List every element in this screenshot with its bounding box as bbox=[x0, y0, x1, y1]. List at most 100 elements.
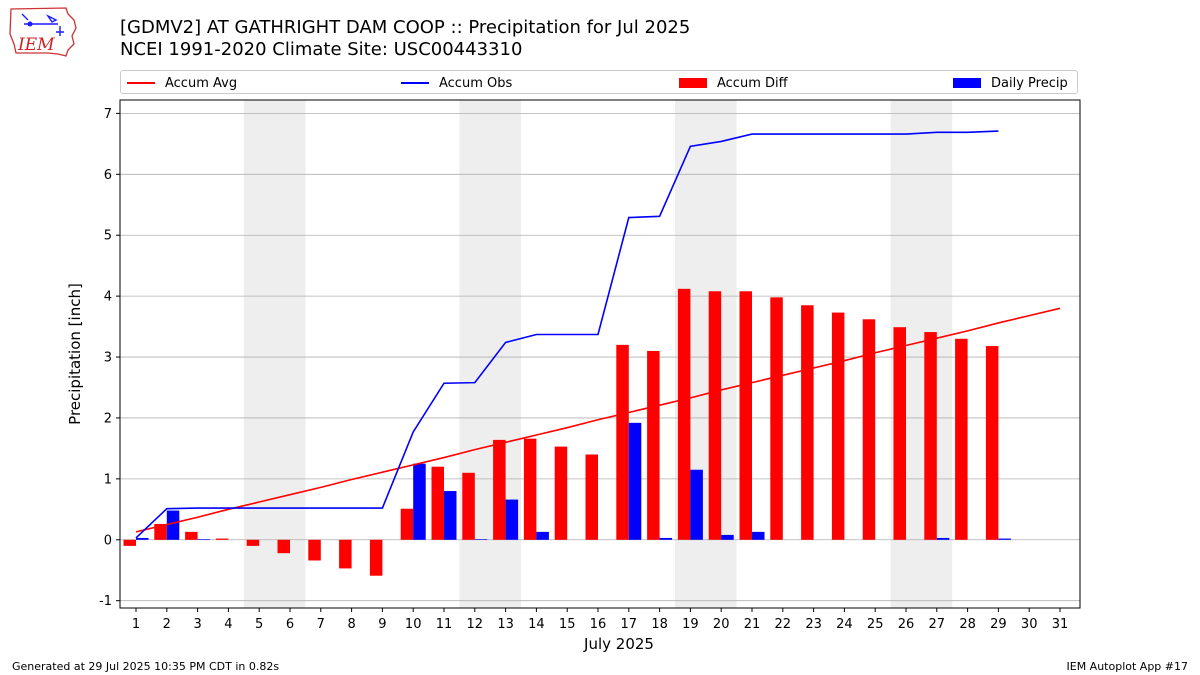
daily-bar bbox=[998, 538, 1011, 540]
y-tick-label: 1 bbox=[104, 472, 112, 487]
x-tick-label: 23 bbox=[805, 617, 822, 632]
x-tick-label: 13 bbox=[497, 617, 514, 632]
daily-bar bbox=[536, 531, 549, 540]
x-tick-label: 20 bbox=[713, 617, 730, 632]
daily-bar bbox=[444, 491, 457, 540]
iem-logo: IEM bbox=[8, 6, 80, 58]
diff-bar bbox=[462, 472, 475, 540]
legend-label: Accum Diff bbox=[717, 75, 788, 91]
diff-bar bbox=[123, 539, 136, 546]
x-tick-label: 28 bbox=[959, 617, 976, 632]
diff-bar bbox=[801, 305, 814, 540]
x-tick-label: 25 bbox=[867, 617, 884, 632]
diff-bar bbox=[523, 438, 537, 540]
x-tick-label: 4 bbox=[224, 617, 232, 632]
diff-bar bbox=[400, 508, 414, 540]
diff-bar bbox=[831, 312, 845, 540]
x-tick-label: 6 bbox=[286, 617, 294, 632]
legend-item-accum-avg: Accum Avg bbox=[127, 74, 237, 92]
y-tick-label: 3 bbox=[104, 351, 112, 366]
legend-item-accum-obs: Accum Obs bbox=[401, 74, 512, 92]
x-tick-label: 30 bbox=[1021, 617, 1038, 632]
x-tick-label: 2 bbox=[163, 617, 171, 632]
legend-item-accum-diff: Accum Diff bbox=[679, 74, 788, 92]
diff-bar bbox=[369, 539, 383, 576]
chart-title: [GDMV2] AT GATHRIGHT DAM COOP :: Precipi… bbox=[120, 17, 691, 38]
diff-bar bbox=[985, 346, 999, 540]
x-tick-label: 27 bbox=[929, 617, 946, 632]
daily-bar bbox=[505, 499, 519, 540]
diff-bar bbox=[154, 523, 167, 540]
y-axis-label: Precipitation [inch] bbox=[66, 283, 84, 425]
x-tick-label: 31 bbox=[1052, 617, 1069, 632]
x-tick-label: 24 bbox=[836, 617, 853, 632]
x-tick-label: 21 bbox=[744, 617, 761, 632]
diff-bar bbox=[708, 291, 722, 540]
y-tick-label: -1 bbox=[99, 594, 112, 609]
diff-bar bbox=[554, 446, 568, 540]
x-tick-label: 14 bbox=[528, 617, 545, 632]
y-tick-label: 0 bbox=[104, 533, 112, 548]
diff-bar bbox=[585, 454, 598, 540]
diff-bar bbox=[493, 439, 506, 540]
x-tick-label: 3 bbox=[193, 617, 201, 632]
y-tick-label: 2 bbox=[104, 411, 112, 426]
legend-label: Daily Precip bbox=[991, 75, 1068, 91]
y-tick-label: 6 bbox=[104, 168, 112, 183]
chart-legend: Accum Avg Accum Obs Accum Diff Daily Pre… bbox=[120, 70, 1078, 94]
legend-swatch bbox=[679, 78, 707, 88]
daily-bar bbox=[166, 510, 180, 540]
legend-swatch bbox=[401, 82, 429, 84]
diff-bar bbox=[616, 344, 629, 540]
logo-text: IEM bbox=[17, 35, 55, 55]
daily-bar bbox=[752, 531, 765, 540]
legend-label: Accum Avg bbox=[165, 75, 238, 91]
x-tick-label: 11 bbox=[436, 617, 453, 632]
daily-bar bbox=[136, 537, 149, 540]
daily-bar bbox=[690, 469, 703, 540]
x-tick-label: 9 bbox=[378, 617, 386, 632]
x-tick-label: 8 bbox=[347, 617, 355, 632]
diff-bar bbox=[770, 297, 783, 540]
x-tick-label: 22 bbox=[775, 617, 792, 632]
chart-subtitle: NCEI 1991-2020 Climate Site: USC00443310 bbox=[120, 39, 523, 60]
x-tick-label: 17 bbox=[621, 617, 638, 632]
diff-bar bbox=[955, 338, 968, 540]
x-tick-label: 7 bbox=[317, 617, 325, 632]
x-tick-label: 26 bbox=[898, 617, 915, 632]
diff-bar bbox=[431, 466, 444, 540]
diff-bar bbox=[924, 332, 937, 540]
diff-bar bbox=[893, 327, 906, 540]
generated-timestamp: Generated at 29 Jul 2025 10:35 PM CDT in… bbox=[12, 660, 280, 673]
daily-bar bbox=[659, 537, 673, 540]
diff-bar bbox=[862, 319, 876, 540]
weekend-band bbox=[243, 100, 306, 608]
plot-frame bbox=[119, 99, 1081, 609]
legend-swatch bbox=[953, 78, 981, 88]
diff-bar bbox=[647, 350, 660, 540]
x-tick-label: 10 bbox=[405, 617, 422, 632]
daily-bar bbox=[936, 537, 950, 540]
diff-bar bbox=[677, 288, 691, 540]
x-axis-label: July 2025 bbox=[583, 635, 654, 653]
x-tick-label: 29 bbox=[990, 617, 1007, 632]
diff-bar bbox=[339, 539, 352, 569]
y-tick-label: 5 bbox=[104, 229, 112, 244]
daily-bar bbox=[628, 422, 642, 540]
diff-bar bbox=[185, 531, 198, 540]
daily-bar bbox=[721, 534, 734, 540]
x-tick-label: 15 bbox=[559, 617, 576, 632]
daily-bar bbox=[197, 539, 211, 540]
daily-bar bbox=[474, 539, 488, 540]
x-tick-label: 12 bbox=[467, 617, 484, 632]
daily-bar bbox=[413, 463, 426, 540]
legend-label: Accum Obs bbox=[439, 75, 513, 91]
accum-obs-line bbox=[135, 130, 999, 539]
x-tick-label: 5 bbox=[255, 617, 263, 632]
legend-item-daily-precip: Daily Precip bbox=[953, 74, 1068, 92]
y-tick-label: 4 bbox=[104, 290, 112, 305]
diff-bar bbox=[246, 539, 260, 546]
x-tick-label: 18 bbox=[651, 617, 668, 632]
y-tick-label: 7 bbox=[104, 107, 112, 122]
